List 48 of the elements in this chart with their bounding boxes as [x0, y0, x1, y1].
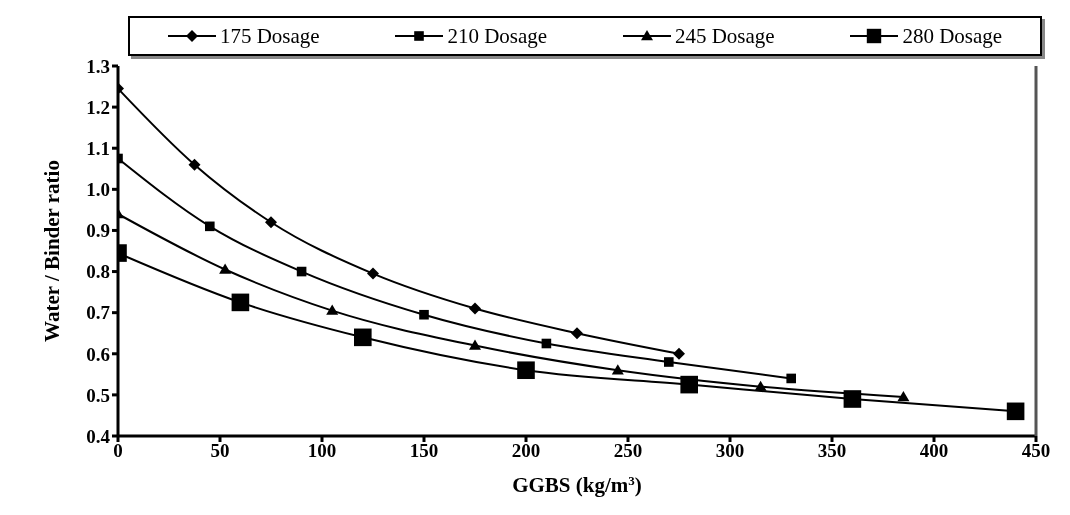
point [571, 327, 583, 340]
y-axis-title: Water / Binder ratio [40, 160, 65, 342]
y-tick-label: 1.1 [86, 137, 110, 159]
point [664, 357, 674, 367]
x-tick-label: 300 [715, 440, 745, 462]
point [786, 373, 796, 384]
point [680, 375, 698, 394]
legend-label: 280 Dosage [902, 23, 1003, 49]
point [265, 216, 277, 229]
point [326, 304, 339, 315]
x-tick-label: 400 [919, 440, 949, 462]
y-tick-label: 0.5 [86, 384, 110, 406]
y-tick-label: 0.6 [86, 343, 110, 365]
point [897, 390, 910, 402]
x-tick-label: 250 [613, 440, 643, 462]
y-tick-label: 1.2 [86, 96, 110, 118]
point [469, 302, 481, 315]
y-tick-label: 0.9 [86, 220, 110, 242]
point [219, 263, 232, 274]
y-tick-label: 1.0 [86, 179, 110, 201]
point [469, 339, 481, 350]
legend-label: 210 Dosage [447, 23, 548, 49]
x-tick-label: 100 [307, 440, 337, 462]
y-tick-label: 0.8 [86, 261, 110, 283]
point [1006, 402, 1025, 421]
legend-label: 175 Dosage [219, 23, 320, 49]
y-tick-label: 1.3 [86, 55, 110, 77]
x-tick-label: 50 [210, 440, 230, 462]
x-tick-label: 450 [1021, 440, 1051, 462]
point [188, 158, 201, 171]
x-tick-label: 200 [511, 440, 541, 462]
x-axis-title: GGBS (kg/m$^{3}$) [512, 472, 642, 497]
point [611, 364, 624, 375]
point [843, 390, 862, 408]
point [754, 380, 767, 391]
point [367, 267, 379, 280]
y-tick-label: 0.7 [86, 302, 111, 324]
x-tick-label: 150 [409, 440, 439, 462]
x-tick-label: 0 [113, 440, 123, 462]
point [517, 361, 535, 380]
point [205, 221, 215, 232]
y-tick-label: 0.4 [86, 425, 111, 447]
point [231, 293, 250, 312]
x-tick-label: 350 [817, 440, 847, 462]
point [419, 309, 429, 320]
point [354, 328, 372, 347]
legend-label: 245 Dosage [674, 23, 775, 49]
point [673, 347, 685, 360]
